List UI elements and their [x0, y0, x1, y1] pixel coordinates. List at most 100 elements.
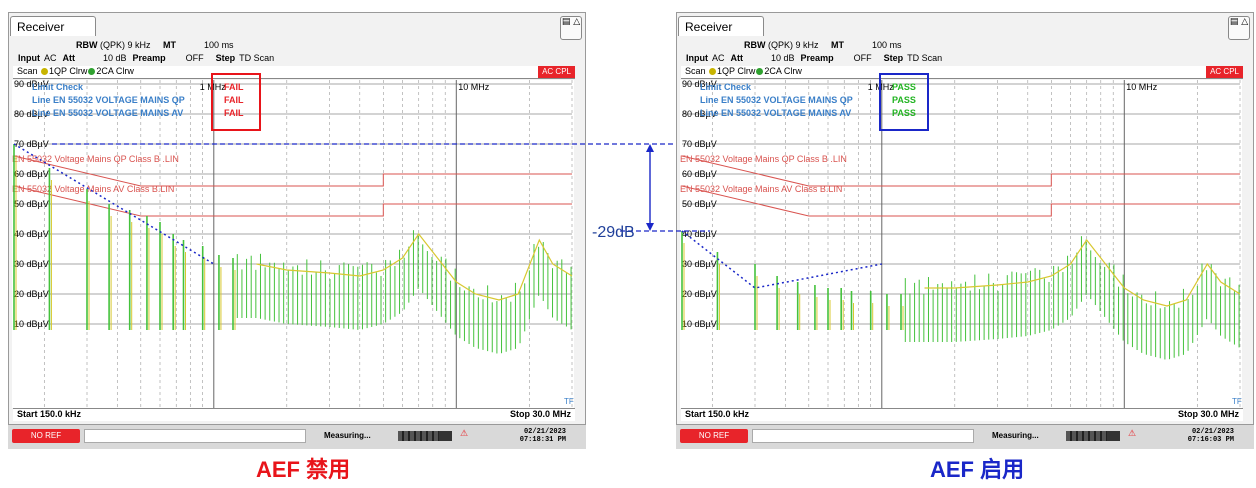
preamp-label: Preamp [800, 53, 834, 63]
qp-envelope-trace [256, 232, 573, 301]
step-label: Step [883, 53, 904, 63]
receiver-tab[interactable]: Receiver [10, 16, 96, 36]
status-bar: NO REF Measuring... ⚠ 02/21/2023 07:18:31 PM [8, 424, 586, 449]
limit-line-av [13, 185, 572, 217]
rbw-value: (QPK) 9 kHz [768, 40, 819, 50]
ac-coupling-badge: AC CPL [1206, 66, 1243, 78]
ac-coupling-badge: AC CPL [538, 66, 575, 78]
freq-1mhz-label: 1 MHz [200, 82, 227, 92]
limit-result: FAIL [224, 95, 244, 105]
measure-progress [398, 431, 452, 441]
limit-check-row: Line EN 55032 VOLTAGE MAINS QP [32, 95, 185, 105]
limit-check-row: Line EN 55032 VOLTAGE MAINS QP [700, 95, 853, 105]
limit-av-label: EN 55032 Voltage Mains AV Class B.LIN [680, 184, 842, 194]
receiver-panel-left: Receiver ▤ △ RBW (QPK) 9 kHz MT 100 ms Input… [8, 0, 586, 449]
input-value: AC [44, 53, 57, 63]
y-tick-label: 50 dBµV [14, 199, 49, 209]
mt-label: MT [163, 40, 177, 50]
rbw-value: (QPK) 9 kHz [100, 40, 151, 50]
freq-10mhz-label: 10 MHz [458, 82, 490, 92]
no-ref-button[interactable]: NO REF [12, 429, 80, 443]
caption-right: AEF 启用 [930, 457, 1025, 482]
trace2-dot-icon [756, 68, 764, 76]
no-ref-button[interactable]: NO REF [680, 429, 748, 443]
limit-check-row: Line EN 55032 VOLTAGE MAINS AV [32, 108, 183, 118]
param-row-2: Input AC Att 10 dB Preamp OFF Step TD Scan [18, 53, 274, 63]
plot-background [12, 80, 574, 408]
limit-check-title: Limit Check [32, 82, 84, 92]
trace-header: Scan 1QP Clrw 2CA Clrw AC CPL [13, 66, 575, 79]
y-tick-label: 90 dBµV [14, 79, 49, 89]
trace-header: Scan 1QP Clrw 2CA Clrw AC CPL [681, 66, 1243, 79]
tf-label: TF [564, 397, 574, 406]
att-label: Att [730, 53, 744, 63]
trace2-dot-icon [88, 68, 96, 76]
y-tick-label: 30 dBµV [682, 259, 717, 269]
measure-progress [1066, 431, 1120, 441]
progress-fill [398, 431, 439, 441]
limit-qp-label: EN 55032 Voltage Mains QP Class B .LIN [12, 154, 179, 164]
limit-line-qp [13, 155, 572, 187]
start-label: Start 150.0 kHz [685, 409, 750, 419]
menu-icon[interactable]: ▤ △ [1228, 16, 1250, 40]
y-tick-label: 30 dBµV [14, 259, 49, 269]
peak-trend-line [681, 230, 882, 289]
freq-10mhz-label: 10 MHz [1126, 82, 1158, 92]
mt-value: 100 ms [872, 40, 902, 50]
delta-label: -29dB [592, 224, 635, 241]
status-bar: NO REF Measuring... ⚠ 02/21/2023 07:16:03 PM [676, 424, 1254, 449]
y-tick-label: 80 dBµV [14, 109, 49, 119]
limit-line-av [681, 185, 1240, 217]
receiver-tab[interactable]: Receiver [678, 16, 764, 36]
message-box [752, 429, 974, 443]
qp-envelope-trace [924, 238, 1241, 307]
att-value: 10 dB [103, 53, 127, 63]
limit-av-label: EN 55032 Voltage Mains AV Class B.LIN [12, 184, 174, 194]
limit-check-row: Line EN 55032 VOLTAGE MAINS AV [700, 108, 851, 118]
preamp-value: OFF [185, 53, 204, 63]
y-tick-label: 20 dBµV [14, 289, 49, 299]
receiver-panel-right: Receiver ▤ △ RBW (QPK) 9 kHz MT 100 ms Input… [676, 0, 1254, 449]
rbw-label: RBW [76, 40, 98, 50]
limit-check-title: Limit Check [700, 82, 752, 92]
plot-background [680, 80, 1242, 408]
tf-label: TF [1232, 397, 1242, 406]
param-row-1: RBW (QPK) 9 kHz MT 100 ms [76, 40, 234, 50]
y-tick-label: 70 dBµV [682, 139, 717, 149]
limit-result: PASS [892, 108, 916, 118]
trace1-dot-icon [709, 68, 717, 76]
mt-label: MT [831, 40, 845, 50]
progress-fill [1066, 431, 1107, 441]
scan-label: Scan [685, 66, 706, 76]
caption-left: AEF 禁用 [256, 457, 351, 482]
y-tick-label: 60 dBµV [682, 169, 717, 179]
step-value: TD Scan [239, 53, 275, 63]
trace1-label: 1QP Clrw [717, 66, 756, 76]
step-label: Step [215, 53, 236, 63]
y-tick-label: 10 dBµV [14, 319, 49, 329]
warning-icon: ⚠ [460, 429, 469, 439]
time-label: 07:18:31 PM [519, 436, 566, 444]
datetime: 02/21/2023 07:18:31 PM [520, 428, 566, 444]
span-bar: Start 150.0 kHz Stop 30.0 MHz [13, 408, 575, 421]
limit-result: FAIL [224, 82, 244, 92]
delta-arrow-up-icon [646, 144, 654, 152]
preamp-label: Preamp [132, 53, 166, 63]
result-highlight-box [879, 73, 929, 131]
result-highlight-box [211, 73, 261, 131]
span-bar: Start 150.0 kHz Stop 30.0 MHz [681, 408, 1243, 421]
param-row-1: RBW (QPK) 9 kHz MT 100 ms [744, 40, 902, 50]
trace1-dot-icon [41, 68, 49, 76]
warning-icon: ⚠ [1128, 429, 1137, 439]
limit-result: FAIL [224, 108, 244, 118]
y-tick-label: 40 dBµV [14, 229, 49, 239]
y-tick-label: 60 dBµV [14, 169, 49, 179]
menu-icon[interactable]: ▤ △ [560, 16, 582, 40]
stop-label: Stop 30.0 MHz [509, 409, 571, 419]
stop-label: Stop 30.0 MHz [1177, 409, 1239, 419]
att-value: 10 dB [771, 53, 795, 63]
y-tick-label: 50 dBµV [682, 199, 717, 209]
limit-line-qp [681, 155, 1240, 187]
y-tick-label: 10 dBµV [682, 319, 717, 329]
